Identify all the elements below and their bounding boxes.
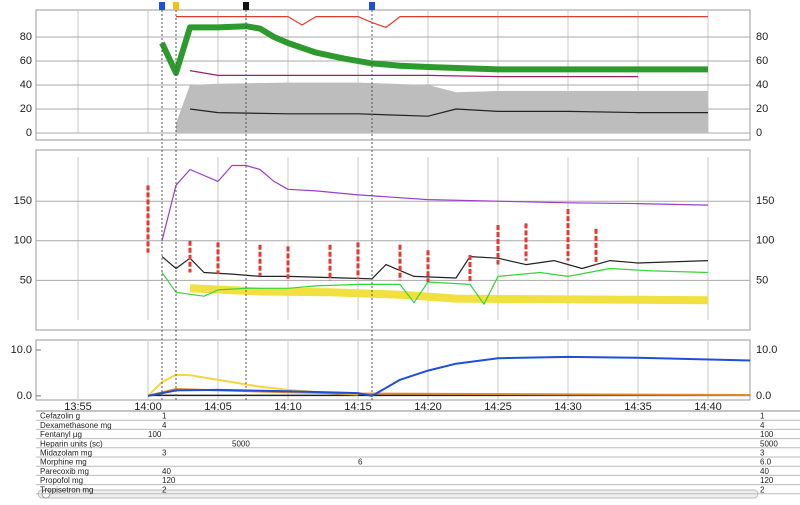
x-tick-label: 14:15	[344, 401, 372, 413]
x-tick-label: 14:40	[694, 401, 722, 413]
drug-total: 2	[760, 485, 765, 494]
drug-total: 3	[760, 449, 765, 458]
y-tick-label-right: 40	[756, 79, 768, 91]
x-tick-label: 14:20	[414, 401, 442, 413]
drug-total: 6.0	[760, 458, 772, 467]
y-tick-label: 100	[14, 235, 32, 247]
event-marker[interactable]	[159, 2, 165, 10]
drug-dose: 120	[162, 476, 176, 485]
x-tick-label: 13:55	[64, 401, 92, 413]
area	[176, 82, 708, 133]
drug-dose: 100	[148, 430, 162, 439]
drug-total: 5000	[760, 439, 778, 448]
y-tick-label: 0.0	[17, 390, 32, 402]
drug-total: 1	[760, 412, 765, 421]
y-tick-label: 10.0	[11, 344, 32, 356]
panel-frame	[35, 339, 751, 401]
trend-line	[176, 16, 708, 28]
x-tick-label: 14:05	[204, 401, 232, 413]
y-tick-label-right: 0	[756, 127, 762, 139]
trend-line	[189, 70, 638, 78]
drug-name: Heparin units (sc)	[40, 439, 103, 448]
drug-dose: 4	[162, 421, 167, 430]
drug-total: 40	[760, 467, 769, 476]
y-tick-label: 150	[14, 195, 32, 207]
event-marker[interactable]	[369, 2, 375, 10]
drug-name: Morphine mg	[40, 458, 87, 467]
y-tick-label-right: 10.0	[756, 344, 777, 356]
drug-name: Propofol mg	[40, 476, 83, 485]
event-marker[interactable]	[243, 2, 249, 10]
event-marker[interactable]	[173, 2, 179, 10]
y-tick-label-right: 50	[756, 274, 768, 286]
y-tick-label-right: 100	[756, 235, 774, 247]
y-tick-label-right: 20	[756, 103, 768, 115]
panel-frame	[35, 149, 751, 331]
drug-dose: 2	[162, 485, 167, 494]
drug-dose: 5000	[232, 439, 250, 448]
y-tick-label: 80	[20, 31, 32, 43]
trend-line	[147, 355, 751, 397]
trend-line	[159, 23, 708, 76]
panel-frame	[35, 9, 751, 141]
drug-dose: 1	[162, 412, 167, 421]
y-tick-label: 60	[20, 55, 32, 67]
trend-line	[161, 164, 709, 241]
drug-name: Midazolam mg	[40, 449, 92, 458]
drug-dose: 3	[162, 449, 167, 458]
x-tick-label: 14:35	[624, 401, 652, 413]
y-tick-label: 20	[20, 103, 32, 115]
drug-name: Fentanyl µg	[40, 430, 82, 439]
x-tick-label: 14:25	[484, 401, 512, 413]
trend-line	[189, 284, 709, 305]
drug-dose: 6	[358, 458, 363, 467]
y-tick-label-right: 60	[756, 55, 768, 67]
x-tick-label: 14:30	[554, 401, 582, 413]
drug-name: Dexamethasone mg	[40, 421, 112, 430]
drug-name: Tropisetron mg	[40, 485, 94, 494]
trend-line	[161, 267, 709, 305]
drug-name: Parecoxib mg	[40, 467, 89, 476]
drug-dose: 40	[162, 467, 171, 476]
y-tick-label: 40	[20, 79, 32, 91]
y-tick-label-right: 150	[756, 195, 774, 207]
trend-line	[189, 108, 708, 117]
drug-total: 100	[760, 430, 774, 439]
drug-total: 120	[760, 476, 774, 485]
x-tick-label: 14:00	[134, 401, 162, 413]
x-tick-label: 14:10	[274, 401, 302, 413]
y-tick-label: 50	[20, 274, 32, 286]
y-tick-label-right: 80	[756, 31, 768, 43]
y-tick-label: 0	[26, 127, 32, 139]
drug-name: Cefazolin g	[40, 412, 80, 421]
y-tick-label-right: 0.0	[756, 390, 771, 402]
drug-total: 4	[760, 421, 765, 430]
